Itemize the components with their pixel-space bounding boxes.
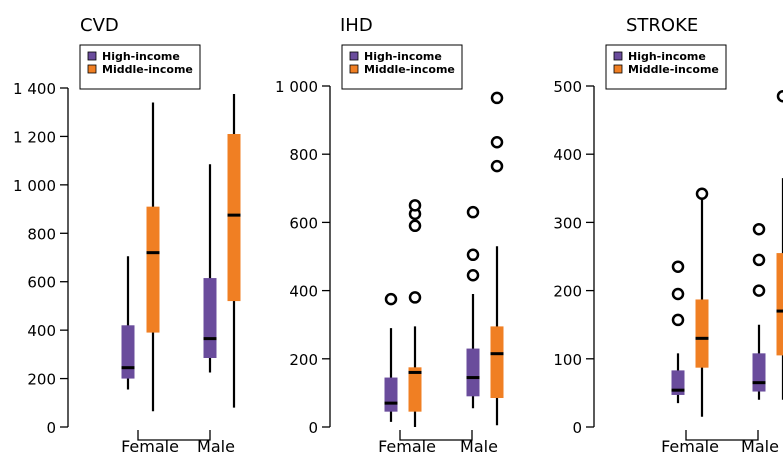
- iqr-box: [122, 325, 135, 378]
- outlier-point: [673, 315, 683, 325]
- outlier-point: [410, 292, 420, 302]
- iqr-box: [204, 278, 217, 358]
- plot-area: [385, 93, 504, 427]
- category-label: Female: [378, 437, 436, 456]
- outlier-point: [386, 294, 396, 304]
- panel-ihd: IHD 0 200 400 600 800 1 000 Female Male High-inc…: [275, 15, 503, 456]
- legend-swatch: [350, 65, 358, 73]
- box-middle-income-female: [409, 200, 422, 427]
- y-tick-label: 600: [27, 274, 56, 292]
- box-middle-income-male: [777, 91, 783, 399]
- y-tick-label: 0: [308, 419, 318, 437]
- box-high-income-male: [204, 164, 217, 372]
- plot-area: [122, 94, 241, 411]
- y-tick-label: 100: [553, 351, 582, 369]
- box-high-income-female: [122, 256, 135, 389]
- y-tick-label: 1 000: [275, 78, 318, 96]
- legend-label: Middle-income: [364, 63, 455, 76]
- y-tick-label: 200: [289, 351, 318, 369]
- category-label: Female: [661, 437, 719, 456]
- iqr-box: [777, 253, 783, 355]
- legend-swatch: [88, 52, 96, 60]
- outlier-point: [754, 286, 764, 296]
- panel-title: IHD: [340, 15, 373, 36]
- category-label: Male: [741, 437, 779, 456]
- category-label: Male: [460, 437, 498, 456]
- legend-label: High-income: [102, 50, 180, 63]
- outlier-point: [754, 224, 764, 234]
- plot-area: [672, 91, 783, 417]
- box-high-income-female: [672, 262, 685, 403]
- outlier-point: [492, 137, 502, 147]
- box-middle-income-male: [228, 94, 241, 408]
- iqr-box: [147, 207, 160, 333]
- y-tick-label: 800: [27, 225, 56, 243]
- outlier-point: [468, 270, 478, 280]
- y-tick-label: 1 000: [13, 177, 56, 195]
- iqr-box: [385, 378, 398, 412]
- y-tick-label: 400: [289, 283, 318, 301]
- y-tick-label: 0: [46, 419, 56, 437]
- outlier-point: [673, 262, 683, 272]
- y-tick-label: 800: [289, 146, 318, 164]
- y-tick-label: 0: [572, 419, 582, 437]
- legend-label: High-income: [628, 50, 706, 63]
- panel-cvd: CVD 0 200 400 600 800 1 000 1 200 1 400 Female Ma…: [13, 15, 240, 456]
- y-tick-label: 1 400: [13, 80, 56, 98]
- y-tick-label: 600: [289, 214, 318, 232]
- legend-label: High-income: [364, 50, 442, 63]
- legend-swatch: [614, 65, 622, 73]
- legend-swatch: [88, 65, 96, 73]
- outlier-point: [410, 221, 420, 231]
- outlier-point: [492, 93, 502, 103]
- outlier-point: [410, 200, 420, 210]
- panel-title: STROKE: [626, 15, 698, 36]
- legend-label: Middle-income: [628, 63, 719, 76]
- y-tick-label: 300: [553, 214, 582, 232]
- outlier-point: [673, 289, 683, 299]
- iqr-box: [753, 353, 766, 391]
- iqr-box: [491, 326, 504, 398]
- iqr-box: [409, 367, 422, 411]
- outlier-point: [468, 250, 478, 260]
- panel-title: CVD: [80, 15, 119, 36]
- y-tick-label: 200: [27, 371, 56, 389]
- category-label: Male: [197, 437, 235, 456]
- legend-label: Middle-income: [102, 63, 193, 76]
- outlier-point: [754, 255, 764, 265]
- box-middle-income-male: [491, 93, 504, 425]
- iqr-box: [696, 299, 709, 367]
- outlier-point: [778, 91, 783, 101]
- legend-swatch: [350, 52, 358, 60]
- iqr-box: [228, 134, 241, 301]
- box-high-income-male: [467, 207, 480, 408]
- outlier-point: [492, 161, 502, 171]
- outlier-point: [697, 189, 707, 199]
- legend-swatch: [614, 52, 622, 60]
- y-tick-label: 1 200: [13, 128, 56, 146]
- box-middle-income-female: [696, 189, 709, 417]
- box-middle-income-female: [147, 103, 160, 412]
- box-high-income-male: [753, 224, 766, 400]
- panel-stroke: STROKE 0 100 200 300 400 500 Female Male High-in…: [553, 15, 783, 456]
- category-label: Female: [121, 437, 179, 456]
- box-high-income-female: [385, 294, 398, 422]
- y-tick-label: 400: [27, 322, 56, 340]
- iqr-box: [467, 349, 480, 397]
- y-tick-label: 200: [553, 283, 582, 301]
- outlier-point: [468, 207, 478, 217]
- y-tick-label: 400: [553, 146, 582, 164]
- y-tick-label: 500: [553, 78, 582, 96]
